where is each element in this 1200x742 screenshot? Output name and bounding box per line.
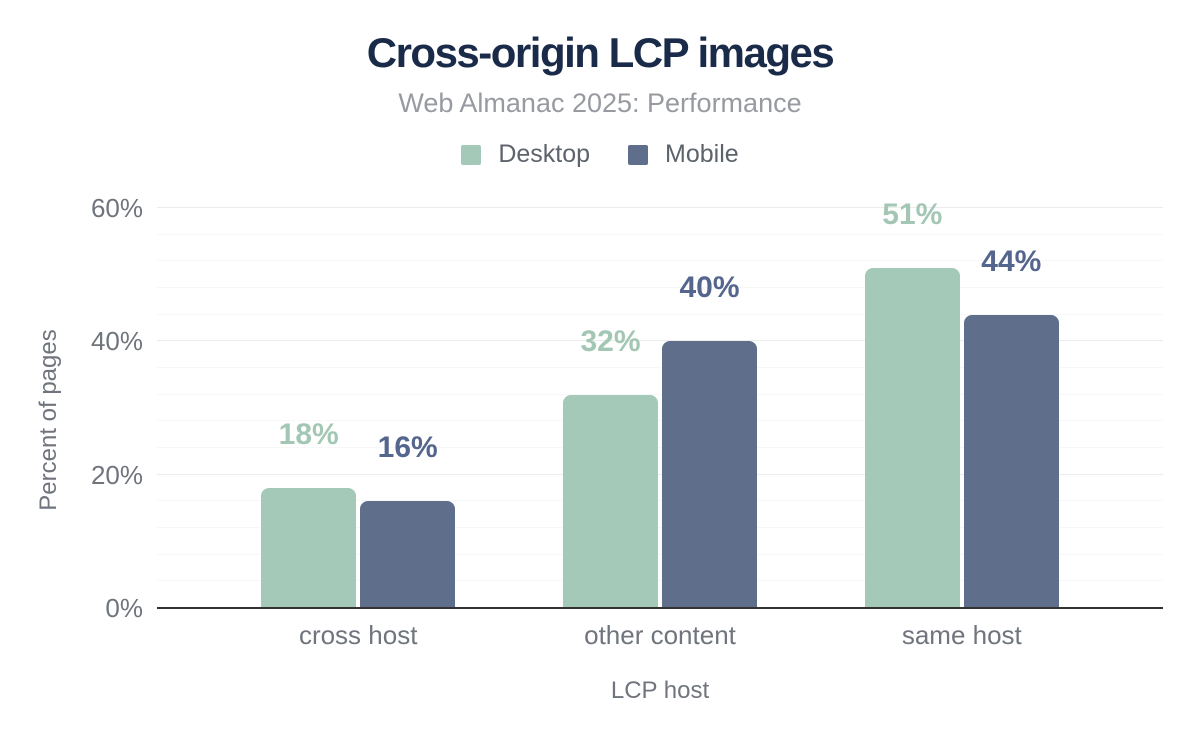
y-tick-label-0pct: 0% <box>105 593 143 623</box>
bar-value-label-desktop-same-host: 51% <box>882 198 943 231</box>
desktop-legend-swatch-icon <box>461 144 482 165</box>
x-category-label-same-host: same host <box>901 620 1022 650</box>
x-category-label-cross-host: cross host <box>298 620 418 650</box>
chart-subtitle: Web Almanac 2025: Performance <box>398 88 802 118</box>
minor-gridline-4pct <box>157 580 1163 582</box>
bar-value-label-mobile-cross-host: 16% <box>377 431 438 465</box>
bar-value-label-mobile-other-content: 40% <box>679 271 740 305</box>
minor-gridline-16pct <box>157 500 1163 502</box>
legend-item-desktop: Desktop <box>461 142 590 167</box>
minor-gridline-8pct <box>157 553 1163 555</box>
desktop-legend-label: Desktop <box>498 140 591 168</box>
minor-gridline-52pct <box>157 260 1163 262</box>
y-tick-label-60pct: 60% <box>90 193 143 223</box>
major-gridline-40pct <box>157 340 1163 342</box>
bar-value-label-desktop-cross-host: 18% <box>278 418 339 451</box>
mobile-legend-swatch-icon <box>628 144 649 165</box>
bar-mobile-cross-host <box>360 501 456 608</box>
legend: Desktop Mobile <box>0 142 1200 167</box>
legend-item-mobile: Mobile <box>628 142 739 167</box>
bar-desktop-cross-host <box>261 488 357 608</box>
bar-desktop-other-content <box>563 394 658 608</box>
bar-desktop-same-host <box>864 268 960 608</box>
minor-gridline-44pct <box>157 313 1163 315</box>
mobile-legend-label: Mobile <box>665 140 739 168</box>
minor-gridline-48pct <box>157 287 1163 288</box>
chart-title: Cross-origin LCP images <box>366 29 835 76</box>
plot-area: 0% 20% 40% 60% cross host 18% 16% other content… <box>91 195 1163 648</box>
major-gridline-60pct <box>157 207 1163 208</box>
y-tick-label-20pct: 20% <box>90 459 143 490</box>
bar-value-label-mobile-same-host: 44% <box>981 244 1042 278</box>
minor-gridline-28pct <box>157 420 1163 422</box>
x-category-label-other-content: other content <box>584 620 736 650</box>
y-axis-title: Percent of pages <box>35 329 62 511</box>
y-tick-label-40pct: 40% <box>90 326 143 357</box>
minor-gridline-56pct <box>157 233 1163 235</box>
bar-mobile-other-content <box>662 341 757 608</box>
major-gridline-20pct <box>157 473 1163 475</box>
minor-gridline-32pct <box>157 393 1163 395</box>
minor-gridline-36pct <box>157 367 1163 368</box>
minor-gridline-12pct <box>157 527 1163 528</box>
bar-value-label-desktop-other-content: 32% <box>580 324 641 358</box>
x-axis-line <box>157 607 1163 609</box>
minor-gridline-24pct <box>157 447 1163 448</box>
bar-mobile-same-host <box>963 314 1059 608</box>
x-axis-title: LCP host <box>610 677 710 704</box>
